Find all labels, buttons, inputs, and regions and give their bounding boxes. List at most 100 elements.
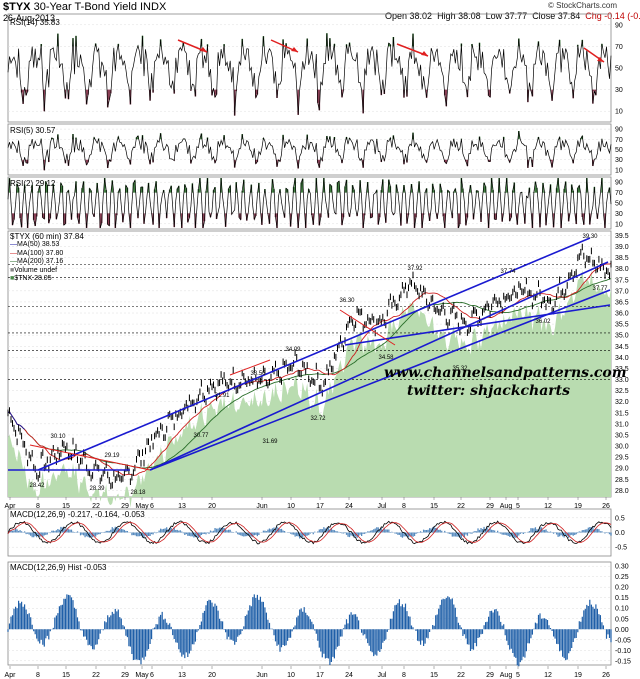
rsi14-line [7, 33, 612, 116]
x-tick-label: 12 [544, 672, 552, 679]
price-tick-label: 37.5 [615, 277, 629, 284]
x-tick-label: 20 [208, 672, 216, 679]
hist-tick-label: -0.10 [615, 648, 631, 655]
x-tick-label: 29 [121, 672, 129, 679]
x-tick-label: 8 [402, 672, 406, 679]
analysis-note-line1: TYX 60min - THE OBVIOUS TYX TARGET FOR T… [139, 237, 476, 244]
macd-histogram [8, 526, 612, 539]
macd-line [7, 520, 612, 545]
price-tick-label: 33.5 [615, 366, 629, 373]
hist-tick-label: 0.10 [615, 606, 629, 613]
ma200-line [7, 278, 612, 469]
x-tick-label: 17 [316, 672, 324, 679]
rsi2-tick-label: 30 [615, 211, 623, 218]
x-tick-label: 15 [430, 503, 438, 510]
legend-ma200: —MA(200) 37.16 [10, 258, 64, 265]
x-tick-label: 8 [36, 503, 40, 510]
rsi5-line [7, 130, 612, 171]
macd-label: MACD(12,26,9) -0.217, -0.164, -0.053 [10, 510, 145, 519]
price-tick-label: 38.0 [615, 266, 629, 273]
x-tick-label: 22 [92, 503, 100, 510]
x-tick-label: 10 [287, 672, 295, 679]
price-annotation: 35.32 [452, 366, 468, 372]
price-annotation: 30.10 [50, 434, 66, 440]
x-tick-label: Jul [378, 672, 387, 679]
watermark: © StockCharts.com [548, 1, 618, 10]
price-tick-label: 32.5 [615, 388, 629, 395]
price-annotation: 31.69 [262, 439, 278, 445]
rsi14-tick-label: 30 [615, 87, 623, 94]
price-tick-label: 35.0 [615, 333, 629, 340]
x-tick-label: 17 [316, 503, 324, 510]
hist-frame [7, 561, 612, 666]
legend-tnx: ■$TNX 28.05 [10, 275, 52, 282]
x-tick-label: 22 [92, 672, 100, 679]
hist-tick-label: 0.30 [615, 564, 629, 571]
x-tick-label: 24 [345, 503, 353, 510]
x-tick-label: Jun [256, 503, 267, 510]
rsi5-tick-label: 90 [615, 127, 623, 134]
security-name: 30-Year T-Bond Yield [33, 1, 137, 13]
x-tick-label: 8 [402, 503, 406, 510]
ma50-line [7, 411, 25, 430]
x-tick-label: Aug [500, 672, 513, 679]
x-tick-label: Jun [256, 672, 267, 679]
price-annotation: 34.58 [378, 355, 394, 361]
macd-tick-label: -0.5 [615, 545, 627, 552]
x-tick-label: 12 [544, 503, 552, 510]
price-annotation: 30.77 [193, 433, 209, 439]
high-value: High 38.08 [437, 11, 481, 21]
legend-ma50: —MA(50) 38.53 [10, 241, 60, 248]
low-value: Low 37.77 [485, 11, 528, 21]
price-tick-label: 28.5 [615, 477, 629, 484]
price-tick-label: 39.0 [615, 244, 629, 251]
price-annotation: 28.39 [89, 486, 105, 492]
hist-label: MACD(12,26,9) Hist -0.053 [10, 563, 107, 572]
price-annotation: 36.30 [339, 298, 355, 304]
chart-header-title: $TYX 30-Year T-Bond Yield INDX [3, 1, 166, 13]
x-tick-label: 19 [574, 503, 582, 510]
price-annotation: 29.19 [104, 453, 120, 459]
price-tick-label: 30.0 [615, 444, 629, 451]
signal-line [7, 521, 612, 544]
rsi2-tick-label: 70 [615, 190, 623, 197]
price-annotation: 33.56 [250, 371, 266, 377]
price-tick-label: 36.0 [615, 311, 629, 318]
ohlc-readout: Open 38.02 High 38.08 Low 37.77 Close 37… [385, 11, 640, 21]
price-annotation: 34.09 [285, 347, 301, 353]
x-tick-label: 29 [486, 672, 494, 679]
x-tick-label: May [135, 503, 149, 510]
x-tick-label: 22 [457, 503, 465, 510]
price-tick-label: 39.5 [615, 233, 629, 240]
price-annotation: 31.91 [214, 393, 230, 399]
rsi-arrow-head [421, 51, 428, 56]
x-tick-label: Apr [5, 503, 17, 510]
exchange: INDX [140, 1, 167, 13]
site-watermark: www.channelsandpatterns.com [384, 365, 627, 381]
rsi14-label: RSI(14) 35.83 [10, 18, 60, 27]
rsi14-tick-label: 10 [615, 109, 623, 116]
chart-date: 26-Aug-2013 [3, 13, 56, 23]
trendline [344, 304, 611, 346]
price-annotation: 37.92 [407, 266, 423, 272]
price-annotation: 28.18 [130, 490, 146, 496]
rsi2-tick-label: 50 [615, 201, 623, 208]
rsi-arrow-head [291, 47, 298, 52]
rsi-arrow-head [200, 47, 207, 52]
price-bars [7, 243, 612, 490]
price-annotation: 36.02 [535, 319, 551, 325]
price-tick-label: 37.0 [615, 288, 629, 295]
rsi2-label: RSI(2) 29.12 [10, 179, 56, 188]
rsi5-tick-label: 30 [615, 157, 623, 164]
x-tick-label: Aug [500, 503, 513, 510]
hist-tick-label: 0.20 [615, 585, 629, 592]
rsi-arrow-head [597, 57, 604, 62]
price-tick-label: 36.5 [615, 299, 629, 306]
macd-hist-panel: 0.30 0.25 0.20 0.15 0.10 0.05 0.00 -0.05 -0.10 -0… [7, 561, 631, 667]
price-annotation: 32.72 [310, 416, 326, 422]
price-tick-label: 31.5 [615, 410, 629, 417]
x-tick-label: May [135, 672, 149, 679]
price-tick-label: 35.5 [615, 322, 629, 329]
price-tick-label: 30.5 [615, 432, 629, 439]
price-tick-label: 31.0 [615, 421, 629, 428]
